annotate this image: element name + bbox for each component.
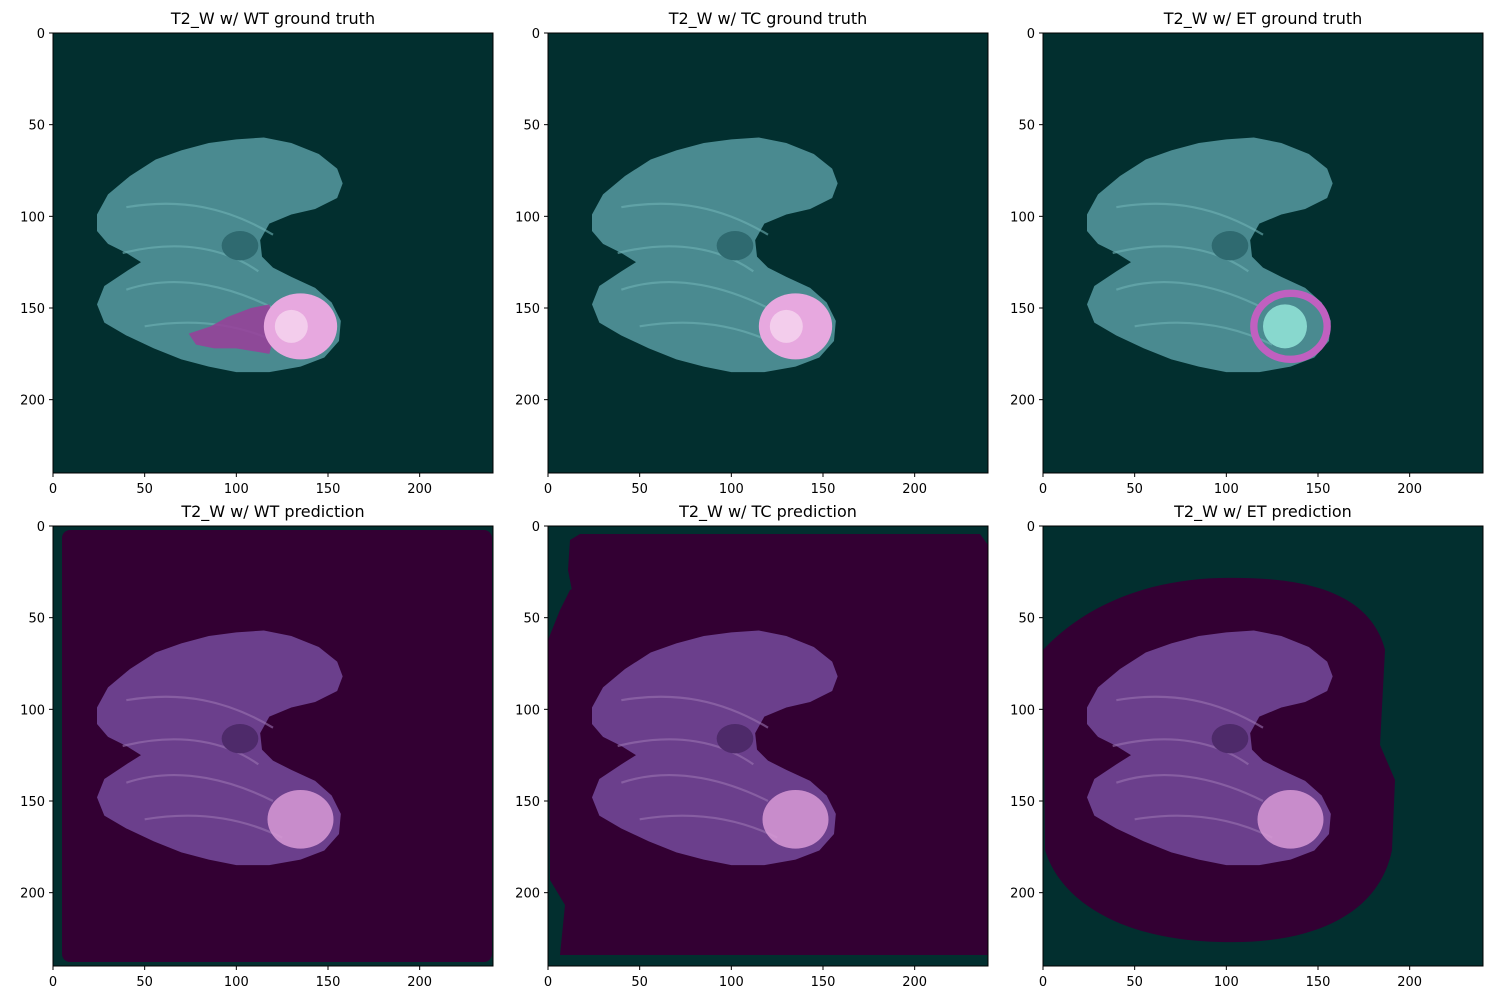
mri-slice — [591, 630, 838, 866]
panel-et-prediction: T2_W w/ ET prediction — [1042, 502, 1484, 967]
mri-slice — [1086, 630, 1333, 866]
y-tick-label: 100 — [20, 210, 45, 225]
panel-title: T2_W w/ WT prediction — [180, 502, 364, 522]
y-tick-label: 0 — [37, 27, 45, 42]
y-tick-label: 100 — [20, 703, 45, 718]
x-tick-label: 150 — [811, 975, 836, 990]
y-tick-label: 0 — [532, 27, 540, 42]
x-tick-label: 150 — [316, 975, 341, 990]
y-tick-label: 150 — [515, 302, 540, 317]
x-tick-label: 200 — [1397, 482, 1422, 497]
y-tick-label: 50 — [28, 612, 45, 627]
panel-title: T2_W w/ ET ground truth — [1163, 9, 1363, 29]
y-tick-label: 100 — [1010, 703, 1035, 718]
panel-tc-ground-truth: T2_W w/ TC ground truth — [547, 9, 989, 474]
tumor-region — [267, 789, 334, 849]
prediction-mask — [548, 534, 988, 955]
tumor-region — [1257, 789, 1324, 849]
x-tick-label: 100 — [719, 482, 744, 497]
x-tick-label: 200 — [407, 482, 432, 497]
y-tick-label: 0 — [37, 520, 45, 535]
image-background — [1043, 33, 1483, 473]
x-tick-label: 0 — [544, 975, 552, 990]
prediction-mask — [62, 530, 492, 962]
panel-et-ground-truth: T2_W w/ ET ground truth — [1042, 9, 1484, 474]
x-tick-label: 150 — [316, 482, 341, 497]
x-tick-label: 0 — [1039, 975, 1047, 990]
mri-slice — [591, 137, 838, 373]
panel-title: T2_W w/ WT ground truth — [170, 9, 375, 29]
x-tick-label: 150 — [811, 482, 836, 497]
x-tick-label: 50 — [631, 482, 648, 497]
y-tick-label: 100 — [515, 703, 540, 718]
mri-slice — [96, 630, 343, 866]
y-tick-label: 50 — [28, 119, 45, 134]
y-tick-label: 0 — [532, 520, 540, 535]
y-tick-label: 100 — [1010, 210, 1035, 225]
y-tick-label: 200 — [20, 394, 45, 409]
panel-title: T2_W w/ TC ground truth — [668, 9, 868, 29]
x-tick-label: 0 — [49, 482, 57, 497]
x-tick-label: 50 — [136, 482, 153, 497]
mri-slice — [96, 137, 343, 373]
panel-title: T2_W w/ ET prediction — [1173, 502, 1352, 522]
x-tick-label: 100 — [224, 975, 249, 990]
y-tick-label: 150 — [1010, 795, 1035, 810]
x-tick-label: 100 — [719, 975, 744, 990]
x-tick-label: 50 — [631, 975, 648, 990]
panel-tc-prediction: T2_W w/ TC prediction — [547, 502, 989, 967]
y-tick-label: 50 — [1018, 612, 1035, 627]
mri-slice — [1086, 137, 1333, 373]
x-tick-label: 200 — [407, 975, 432, 990]
panel-title: T2_W w/ TC prediction — [678, 502, 857, 522]
image-background — [548, 33, 988, 473]
x-tick-label: 100 — [224, 482, 249, 497]
x-tick-label: 50 — [1126, 482, 1143, 497]
y-tick-label: 200 — [20, 887, 45, 902]
y-tick-label: 150 — [515, 795, 540, 810]
x-tick-label: 0 — [1039, 482, 1047, 497]
y-tick-label: 100 — [515, 210, 540, 225]
x-tick-label: 0 — [544, 482, 552, 497]
enhancing-tumor-ring — [1250, 289, 1331, 363]
x-tick-label: 50 — [1126, 975, 1143, 990]
panel-wt-ground-truth: T2_W w/ WT ground truth — [52, 9, 494, 474]
panel-wt-prediction: T2_W w/ WT prediction — [52, 502, 494, 967]
x-tick-label: 200 — [902, 975, 927, 990]
y-tick-label: 200 — [515, 394, 540, 409]
x-tick-label: 50 — [136, 975, 153, 990]
y-tick-label: 150 — [20, 795, 45, 810]
y-tick-label: 150 — [20, 302, 45, 317]
y-tick-label: 200 — [1010, 394, 1035, 409]
x-tick-label: 0 — [49, 975, 57, 990]
x-tick-label: 100 — [1214, 482, 1239, 497]
y-tick-label: 150 — [1010, 302, 1035, 317]
axes-layer: 0 50 100 150 200 0 50 100 150 200 0 50 100 150 200 0 50 1… — [20, 27, 1422, 990]
y-tick-label: 0 — [1027, 27, 1035, 42]
y-tick-label: 200 — [515, 887, 540, 902]
y-tick-label: 50 — [523, 612, 540, 627]
edema-region — [188, 304, 277, 354]
tumor-region — [762, 789, 829, 849]
y-tick-label: 0 — [1027, 520, 1035, 535]
x-tick-label: 100 — [1214, 975, 1239, 990]
y-tick-label: 50 — [1018, 119, 1035, 134]
y-tick-label: 50 — [523, 119, 540, 134]
x-tick-label: 200 — [1397, 975, 1422, 990]
y-tick-label: 200 — [1010, 887, 1035, 902]
x-tick-label: 150 — [1306, 482, 1331, 497]
x-tick-label: 200 — [902, 482, 927, 497]
image-background — [53, 33, 493, 473]
x-tick-label: 150 — [1306, 975, 1331, 990]
